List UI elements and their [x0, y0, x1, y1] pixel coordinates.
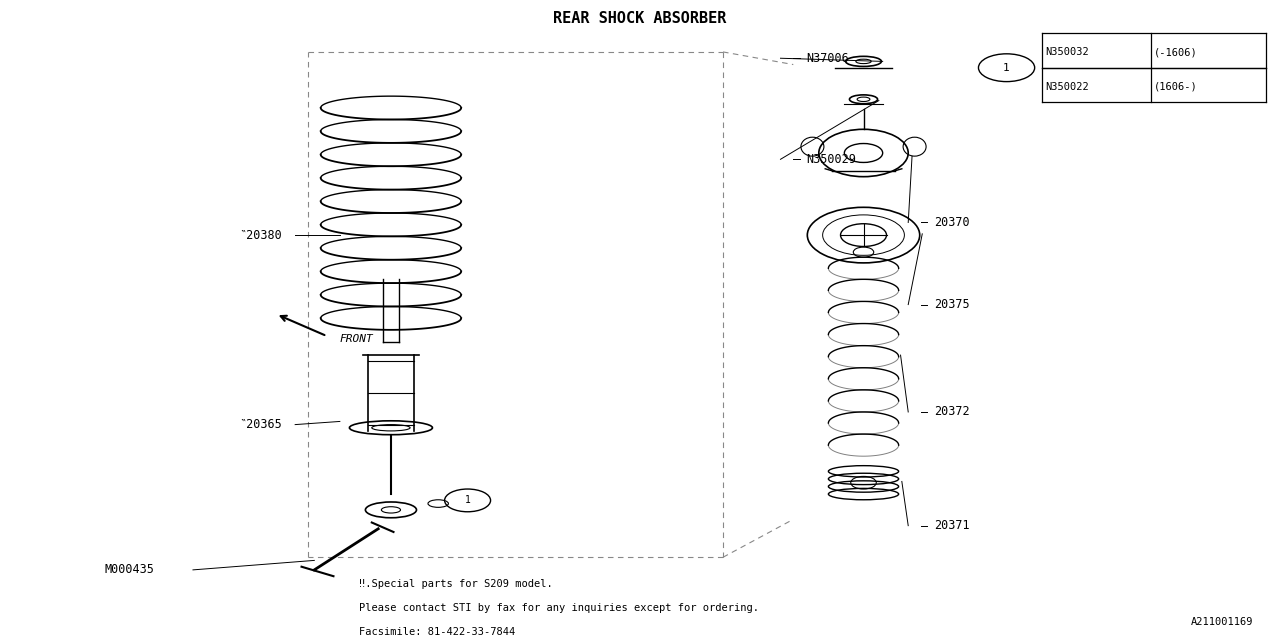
Text: ‶20380: ‶20380 — [239, 228, 283, 242]
Text: ‼.Special parts for S209 model.: ‼.Special parts for S209 model. — [358, 579, 553, 589]
Text: (1606-): (1606-) — [1153, 82, 1197, 92]
Text: N350022: N350022 — [1044, 82, 1088, 92]
Text: Facsimile: 81-422-33-7844: Facsimile: 81-422-33-7844 — [358, 627, 516, 637]
Text: 20372: 20372 — [934, 406, 969, 419]
Text: M000435: M000435 — [105, 563, 155, 577]
Text: 20375: 20375 — [934, 298, 969, 311]
Text: Please contact STI by fax for any inquiries except for ordering.: Please contact STI by fax for any inquir… — [358, 604, 759, 613]
Text: 1: 1 — [465, 495, 471, 506]
Text: A211001169: A211001169 — [1190, 617, 1253, 627]
Text: N350029: N350029 — [806, 153, 856, 166]
Text: 20371: 20371 — [934, 519, 969, 532]
Text: REAR SHOCK ABSORBER: REAR SHOCK ABSORBER — [553, 11, 727, 26]
Text: 20370: 20370 — [934, 216, 969, 229]
Text: N350032: N350032 — [1044, 47, 1088, 57]
Text: ‶20365: ‶20365 — [239, 418, 283, 431]
Text: (-1606): (-1606) — [1153, 47, 1197, 57]
Text: 1: 1 — [1004, 63, 1010, 73]
Text: N37006: N37006 — [806, 52, 849, 65]
Text: FRONT: FRONT — [340, 334, 374, 344]
